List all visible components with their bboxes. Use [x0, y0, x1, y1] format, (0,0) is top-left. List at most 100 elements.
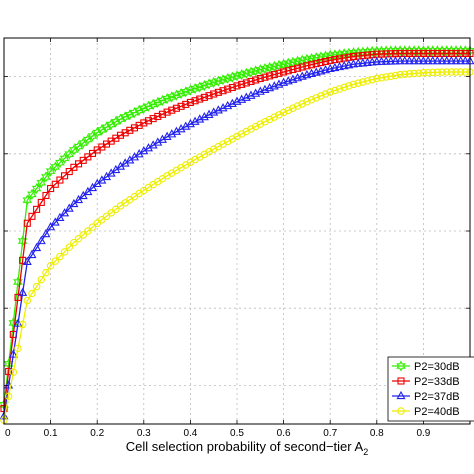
data-point — [61, 172, 69, 180]
data-point — [194, 81, 205, 93]
x-tick-label: 0.9 — [416, 428, 430, 439]
data-point — [340, 83, 348, 92]
legend-item: P2=33dB — [392, 376, 460, 388]
data-point — [250, 65, 261, 77]
data-point — [74, 234, 83, 243]
data-point — [358, 58, 368, 67]
data-point — [317, 58, 325, 67]
data-point — [73, 140, 84, 153]
data-point — [14, 344, 22, 353]
data-point — [456, 68, 465, 76]
data-point — [289, 65, 297, 74]
data-point — [162, 93, 172, 105]
data-point — [321, 90, 330, 98]
data-point — [102, 212, 111, 221]
data-point — [18, 320, 27, 329]
data-point — [390, 56, 400, 65]
series-layer — [0, 45, 474, 424]
legend-label: P2=33dB — [414, 376, 460, 388]
data-point — [433, 68, 442, 77]
data-point — [452, 68, 460, 76]
data-point — [353, 58, 363, 67]
legend-label: P2=37dB — [414, 391, 460, 403]
data-point — [185, 84, 196, 96]
data-point — [163, 108, 171, 116]
data-point — [88, 223, 97, 231]
series-P2=40dB — [0, 68, 474, 424]
data-point — [274, 59, 284, 71]
legend-item: P2=30dB — [392, 360, 460, 373]
legend-label: P2=30dB — [414, 361, 460, 373]
data-point — [205, 92, 213, 100]
data-point — [83, 186, 93, 196]
data-point — [78, 190, 88, 200]
data-point — [442, 68, 451, 76]
data-point — [196, 95, 204, 103]
data-point — [143, 100, 154, 112]
data-point — [64, 203, 74, 212]
data-point — [424, 68, 432, 77]
data-point — [92, 126, 103, 139]
data-point — [363, 77, 372, 85]
legend-marker — [396, 360, 406, 372]
data-point — [442, 56, 452, 65]
data-point — [359, 78, 367, 86]
data-point — [56, 176, 64, 184]
data-point — [428, 68, 437, 77]
data-point — [269, 60, 280, 73]
x-axis-title-main: Cell selection probability of second−tie… — [126, 439, 364, 454]
data-point — [255, 64, 266, 76]
data-point — [219, 87, 227, 95]
data-point — [367, 57, 377, 66]
data-point — [157, 94, 168, 107]
data-point — [152, 96, 163, 109]
legend-item: P2=40dB — [392, 406, 460, 418]
data-point — [213, 75, 224, 87]
x-tick-label: 0.8 — [370, 428, 384, 439]
data-point — [279, 108, 288, 117]
data-point — [335, 85, 344, 93]
tick-marks — [3, 38, 470, 424]
data-point — [252, 76, 260, 84]
data-point — [33, 205, 41, 213]
data-point — [5, 367, 13, 376]
x-tick-label: 0.5 — [230, 428, 244, 439]
data-point — [306, 52, 317, 65]
data-point — [154, 112, 162, 120]
data-point — [4, 392, 13, 400]
data-point — [186, 98, 194, 107]
x-tick-label: 0.6 — [277, 428, 291, 439]
data-point — [331, 86, 339, 95]
x-tick-label: 0.4 — [183, 428, 197, 439]
legend-item: P2=37dB — [392, 390, 460, 403]
data-point — [312, 94, 320, 102]
data-point — [222, 72, 233, 85]
data-point — [218, 74, 228, 86]
data-point — [180, 86, 191, 98]
data-point — [256, 120, 265, 128]
data-point — [317, 92, 325, 100]
data-point — [138, 102, 149, 114]
legend: P2=30dB P2=33dB P2=37dB P2=40dB — [387, 356, 474, 422]
data-point — [88, 182, 98, 192]
data-point — [224, 85, 232, 93]
data-point — [56, 252, 64, 261]
data-point — [447, 68, 456, 76]
data-point — [294, 64, 302, 72]
x-axis-title-subscript: 2 — [363, 447, 368, 457]
x-tick-label: 0.2 — [90, 428, 104, 439]
data-point — [303, 62, 311, 70]
data-point — [438, 68, 446, 76]
data-point — [106, 118, 117, 131]
data-point — [28, 212, 36, 220]
data-point — [93, 219, 101, 228]
data-point — [311, 52, 322, 64]
data-point — [140, 119, 148, 127]
data-point — [275, 111, 283, 119]
data-point — [37, 198, 45, 206]
data-point — [22, 256, 32, 266]
data-point — [23, 296, 32, 305]
data-point — [261, 73, 269, 81]
data-point — [395, 56, 405, 65]
